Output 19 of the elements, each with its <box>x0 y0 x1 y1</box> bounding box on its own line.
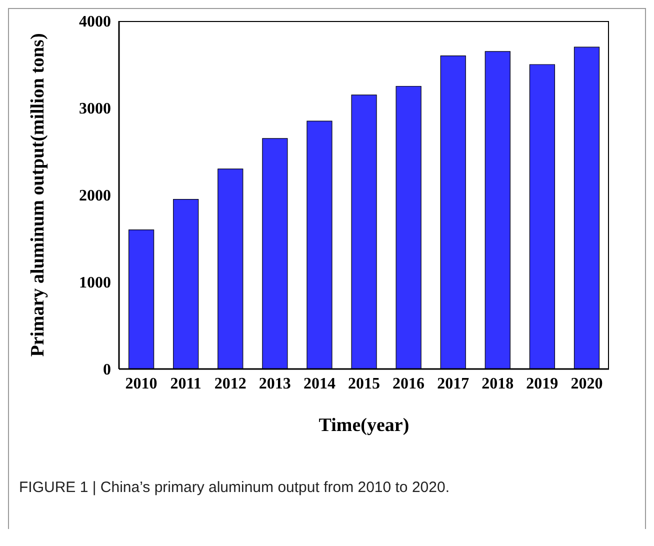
x-axis-title: Time(year) <box>318 415 410 436</box>
y-tick-label: 0 <box>103 362 111 379</box>
x-tick-label: 2016 <box>392 375 425 392</box>
y-axis-title: Primary aluminum output(million tons) <box>28 33 49 357</box>
y-tick-label: 3000 <box>79 100 111 118</box>
x-tick-label: 2014 <box>303 375 336 392</box>
x-tick-label: 2019 <box>526 375 558 392</box>
x-tick-label: 2011 <box>170 375 202 392</box>
x-tick-label: 2012 <box>214 375 246 392</box>
y-tick-label: 2000 <box>79 188 111 205</box>
x-tick-label: 2020 <box>570 375 603 392</box>
x-tick-label: 2018 <box>482 375 514 392</box>
x-tick-label: 2010 <box>125 375 158 392</box>
y-tick-label: 4000 <box>79 14 111 31</box>
x-tick-label: 2015 <box>348 375 380 392</box>
caption: FIGURE 1 | China’s primary aluminum output from 2010 to 2020. <box>19 479 450 496</box>
x-tick-label: 2013 <box>258 375 291 392</box>
y-tick-label: 1000 <box>79 274 111 292</box>
x-tick-label: 2017 <box>437 375 470 392</box>
